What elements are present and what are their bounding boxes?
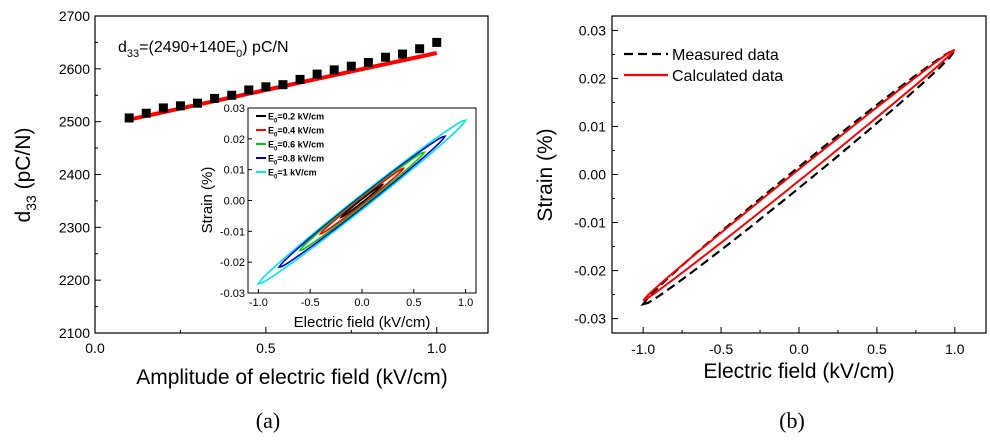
x-tick-label: 1.0 xyxy=(945,341,965,357)
x-tick-label: 0.0 xyxy=(85,340,105,356)
inset-y-tick-label: -0.01 xyxy=(220,226,245,238)
panel-a-y-axis-title: d33 (pC/N) xyxy=(12,128,39,223)
y-tick-label: 2600 xyxy=(59,61,90,77)
hysteresis-loop xyxy=(277,135,447,269)
y-tick-label: 2500 xyxy=(59,114,90,130)
panel-a-tick-labels: 0.0 0.5 1.0 2100 2200 2300 2400 2500 2600 2700 xyxy=(59,8,447,356)
inset-y-tick-label: -0.02 xyxy=(220,257,245,269)
inset-plot: -1.0 -0.5 0.0 0.5 1.0 0.03 0.02 0.01 0.00 -0.01 -0… xyxy=(199,103,477,331)
inset-legend-label: E0=0.2 kV/cm xyxy=(268,112,324,125)
inset-legend-label: E0=1 kV/cm xyxy=(268,168,317,181)
panel-b-ticks xyxy=(612,29,956,333)
data-point xyxy=(278,80,288,90)
y-tick-label: 2700 xyxy=(59,8,90,24)
y-tick-label: 0.00 xyxy=(579,167,606,183)
panel-b-tick-labels: -1.0 -0.5 0.0 0.5 1.0 0.03 0.02 0.01 0.00 -0.01 -0… xyxy=(574,22,965,357)
y-tick-label: -0.01 xyxy=(574,215,606,231)
y-tick-label: 2400 xyxy=(59,167,90,183)
inset-y-tick-label: 0.01 xyxy=(224,165,245,177)
data-point xyxy=(124,113,134,123)
y-tick-label: -0.03 xyxy=(574,311,606,327)
data-point xyxy=(175,101,185,111)
inset-x-axis-title: Electric field (kV/cm) xyxy=(294,314,431,331)
inset-y-tick-label: -0.03 xyxy=(220,288,245,300)
hysteresis-loop xyxy=(318,167,406,236)
data-point xyxy=(363,57,373,67)
inset-frame xyxy=(247,107,477,294)
x-tick-label: 0.0 xyxy=(789,341,809,357)
x-tick-label: -1.0 xyxy=(631,341,655,357)
inset-y-tick-label: 0.03 xyxy=(224,103,245,115)
inset-x-tick-label: 0.0 xyxy=(354,297,369,309)
inset-y-axis-title: Strain (%) xyxy=(199,167,216,234)
data-point xyxy=(210,93,220,103)
panel-b: -1.0 -0.5 0.0 0.5 1.0 0.03 0.02 0.01 0.00 -0.01 -0… xyxy=(534,15,987,433)
data-point xyxy=(398,49,408,59)
data-point xyxy=(432,37,442,47)
panel-b-x-axis-title: Electric field (kV/cm) xyxy=(703,360,894,383)
inset-ticks xyxy=(248,107,467,294)
y-tick-label: -0.02 xyxy=(574,263,606,279)
y-tick-label: 0.01 xyxy=(579,118,606,134)
data-point xyxy=(141,108,151,118)
data-point xyxy=(227,90,237,100)
caption-a: (a) xyxy=(256,408,280,433)
panel-a-data xyxy=(124,37,442,123)
data-point xyxy=(158,103,168,113)
y-tick-label: 0.02 xyxy=(579,70,606,86)
inset-legend-label: E0=0.4 kV/cm xyxy=(268,126,324,139)
inset-tick-labels: -1.0 -0.5 0.0 0.5 1.0 0.03 0.02 0.01 0.00 -0.01 -0… xyxy=(220,103,473,309)
data-point xyxy=(261,82,271,92)
x-tick-label: 0.5 xyxy=(256,340,276,356)
y-tick-label: 2200 xyxy=(59,272,90,288)
panel-b-data xyxy=(640,48,958,307)
inset-legend-label: E0=0.6 kV/cm xyxy=(268,140,324,153)
panel-b-y-axis-title: Strain (%) xyxy=(534,128,557,221)
panel-b-frame xyxy=(611,15,987,334)
panel-a-ticks xyxy=(94,15,438,334)
inset-y-tick-label: 0.00 xyxy=(224,196,245,208)
hysteresis-loop xyxy=(256,119,468,286)
data-point xyxy=(295,74,305,84)
data-point xyxy=(380,52,390,62)
inset-y-tick-label: 0.02 xyxy=(224,134,245,146)
data-point xyxy=(415,44,425,54)
data-point xyxy=(312,69,322,79)
y-tick-label: 2300 xyxy=(59,219,90,235)
data-point xyxy=(193,98,203,108)
x-tick-label: 1.0 xyxy=(427,340,447,356)
x-tick-label: -0.5 xyxy=(709,341,733,357)
y-tick-label: 0.03 xyxy=(579,22,606,38)
panel-a-fit-equation: d33=(2490+140E0) pC/N xyxy=(118,39,289,60)
legend-label: Measured data xyxy=(672,47,779,64)
caption-b: (b) xyxy=(779,408,805,433)
panel-a: 0.0 0.5 1.0 2100 2200 2300 2400 2500 2600 2700 Am… xyxy=(12,8,489,433)
inset-data xyxy=(256,119,468,286)
hysteresis-loop xyxy=(297,151,427,252)
x-tick-label: 0.5 xyxy=(867,341,887,357)
hysteresis-loop xyxy=(339,183,385,219)
panel-b-legend: Measured data Calculated data xyxy=(624,47,783,85)
data-point xyxy=(329,65,339,75)
inset-legend-label: E0=0.8 kV/cm xyxy=(268,154,324,167)
data-point xyxy=(346,61,356,71)
legend-label: Calculated data xyxy=(672,68,783,85)
inset-x-tick-label: -0.5 xyxy=(301,297,320,309)
panel-a-x-axis-title: Amplitude of electric field (kV/cm) xyxy=(136,366,448,389)
inset-x-tick-label: 0.5 xyxy=(406,297,421,309)
data-point xyxy=(244,85,254,95)
inset-x-tick-label: -1.0 xyxy=(249,297,268,309)
inset-x-tick-label: 1.0 xyxy=(458,297,473,309)
calculated-loop xyxy=(642,48,956,302)
y-tick-label: 2100 xyxy=(59,325,90,341)
measured-loop xyxy=(640,48,958,307)
